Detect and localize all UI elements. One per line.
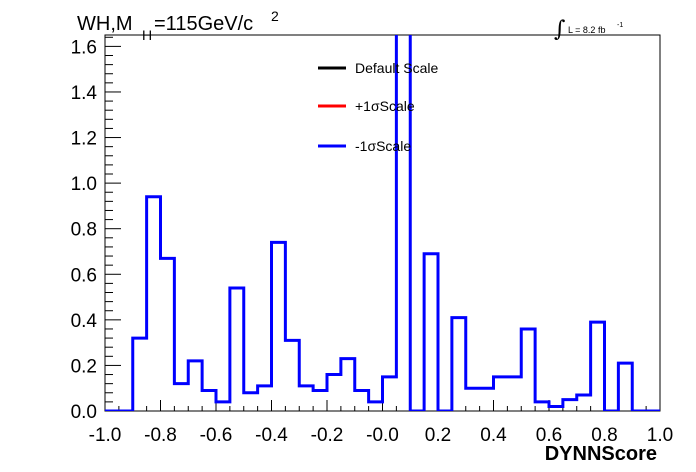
title-superscript: 2 [271, 8, 279, 24]
legend: Default Scale +1σScale -1σScale [318, 60, 438, 154]
y-tick-label: 0.8 [71, 220, 97, 241]
integral-symbol: ∫ [554, 17, 566, 42]
legend-label-minus1sigma: -1σScale [355, 138, 411, 154]
y-tick-label: 1.0 [71, 174, 97, 195]
title-main: WH,M [77, 13, 133, 35]
title-subscript: H [142, 27, 152, 43]
luminosity-superscript: -1 [617, 22, 623, 29]
x-tick-label: 0.6 [536, 425, 562, 446]
x-tick-label: 0.4 [480, 425, 507, 446]
y-tick-label: 0.4 [71, 311, 98, 332]
y-tick-label: 1.4 [71, 83, 98, 104]
luminosity-label: L = 8.2 fb [568, 25, 605, 35]
plot-frame [104, 34, 661, 412]
x-tick-label: -0.2 [311, 425, 344, 446]
y-tick-label: 0.0 [71, 402, 97, 423]
title-value: =115GeV/c [154, 13, 253, 35]
x-axis-label: DYNNScore [545, 443, 657, 465]
x-tick-label: -0.6 [200, 425, 233, 446]
x-tick-label: -1.0 [89, 425, 122, 446]
x-tick-label: 0.2 [425, 425, 451, 446]
y-tick-label: 1.6 [71, 37, 97, 58]
x-tick-label: -0.8 [144, 425, 177, 446]
x-tick-label: -0.0 [366, 425, 399, 446]
y-axis: 0.0 0.2 0.4 0.6 0.8 1.0 1.2 1.4 1.6 [71, 36, 121, 423]
y-tick-label: 0.6 [71, 265, 97, 286]
legend-label-default: Default Scale [355, 60, 438, 76]
y-tick-label: 1.2 [71, 129, 97, 150]
histogram-line [105, 35, 660, 411]
x-tick-label: 1.0 [647, 425, 673, 446]
legend-label-plus1sigma: +1σScale [355, 98, 415, 114]
x-tick-label: 0.8 [591, 425, 617, 446]
x-tick-label: -0.4 [255, 425, 288, 446]
y-tick-label: 0.2 [71, 356, 97, 377]
x-axis: -1.0 -0.8 -0.6 -0.4 -0.2 -0.0 0.2 0.4 0.6 0.8 1.0 [89, 400, 673, 446]
